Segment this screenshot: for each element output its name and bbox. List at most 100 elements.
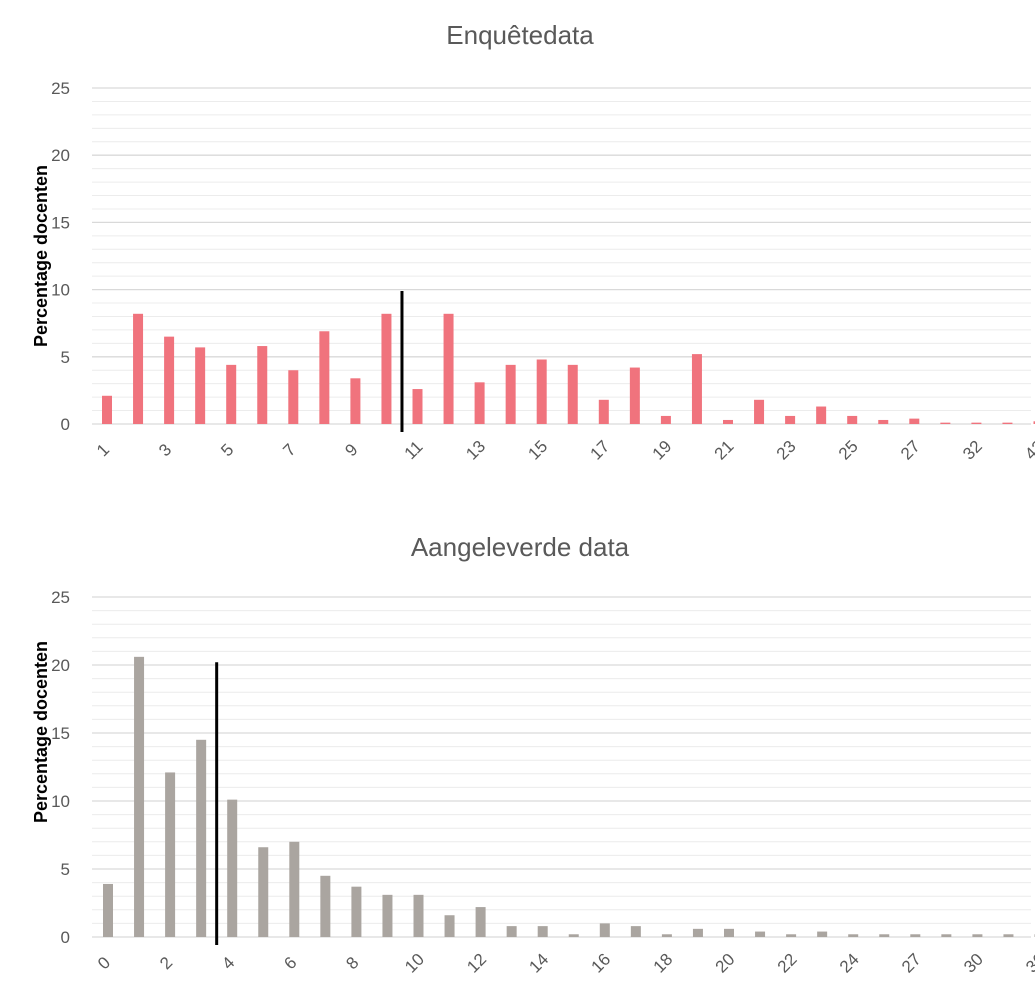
bar-11	[412, 389, 423, 424]
bar-12	[443, 313, 454, 424]
bar-21	[755, 931, 766, 937]
x-tick-label: 5	[217, 440, 237, 460]
bar-1	[102, 395, 112, 424]
bar-32	[1003, 934, 1014, 937]
y-tick-label: 20	[51, 656, 70, 675]
bar-6	[257, 346, 268, 424]
bar-14	[537, 926, 548, 937]
bar-20	[724, 928, 734, 937]
x-tick-label: 24	[836, 950, 863, 977]
y-tick-label: 0	[61, 415, 70, 434]
x-tick-label: 11	[401, 437, 427, 463]
y-axis-label: Percentage docenten	[31, 165, 51, 347]
chart-title: Enquêtedata	[446, 20, 594, 50]
bar-23	[785, 415, 796, 424]
y-tick-label: 25	[51, 79, 70, 98]
bar-7	[288, 370, 299, 424]
bar-5	[226, 364, 237, 424]
x-tick-label: 25	[835, 437, 862, 464]
x-tick-label: 7	[279, 440, 299, 460]
bar-16	[599, 923, 610, 937]
bar-28	[940, 422, 951, 424]
bar-23	[817, 931, 828, 937]
bar-8	[351, 886, 362, 937]
x-tick-label: 16	[588, 950, 615, 977]
bar-17	[598, 399, 609, 424]
x-tick-label: 36	[1022, 950, 1035, 977]
bar-4	[227, 799, 238, 937]
bar-22	[754, 399, 765, 424]
y-tick-label: 0	[61, 928, 70, 947]
bar-18	[661, 934, 672, 937]
x-tick-label: 23	[773, 437, 800, 464]
x-tick-label: 1	[93, 440, 113, 460]
y-tick-label: 15	[51, 213, 70, 232]
y-tick-label: 15	[51, 724, 70, 743]
x-tick-label: 21	[711, 437, 738, 464]
bar-3	[164, 336, 175, 424]
bar-2	[133, 313, 144, 424]
bar-10	[381, 313, 392, 424]
bar-0	[103, 883, 113, 937]
bar-15	[536, 359, 547, 424]
bar-10	[413, 894, 424, 937]
x-tick-label: 9	[341, 440, 361, 460]
x-tick-label: 30	[960, 950, 987, 977]
bar-1	[134, 656, 145, 937]
x-tick-label: 14	[525, 950, 552, 977]
bar-14	[505, 364, 516, 424]
x-tick-label: 0	[94, 953, 114, 973]
bar-42	[1033, 421, 1035, 424]
bar-27	[909, 418, 920, 424]
x-tick-label: 3	[155, 440, 175, 460]
bar-21	[723, 419, 733, 424]
x-tick-label: 42	[1021, 437, 1035, 464]
y-tick-label: 5	[61, 860, 70, 879]
chart-enquetedata: Enquêtedata Percentage docenten 05101520…	[31, 20, 1035, 464]
y-tick-label: 10	[51, 792, 70, 811]
x-tick-label: 32	[959, 437, 986, 464]
x-tick-label: 27	[897, 437, 924, 464]
x-tick-label: 27	[898, 950, 925, 977]
bar-19	[660, 415, 671, 424]
y-tick-label: 20	[51, 146, 70, 165]
x-tick-label: 13	[462, 437, 489, 464]
bar-28	[941, 934, 952, 937]
x-tick-label: 18	[650, 950, 677, 977]
chart-title: Aangeleverde data	[411, 532, 630, 562]
x-tick-label: 22	[774, 950, 801, 977]
x-tick-label: 20	[712, 950, 739, 977]
y-axis-label: Percentage docenten	[31, 641, 51, 823]
bar-11	[444, 915, 455, 937]
x-tick-label: 15	[524, 437, 551, 464]
x-tick-label: 8	[342, 953, 362, 973]
bar-13	[474, 382, 485, 424]
bar-25	[879, 934, 890, 937]
bar-25	[847, 415, 858, 424]
bar-19	[692, 928, 703, 937]
bar-18	[629, 367, 640, 424]
y-tick-label: 25	[51, 588, 70, 607]
x-tick-label: 17	[587, 437, 614, 464]
x-tick-label: 12	[463, 950, 490, 977]
bar-27	[910, 934, 921, 937]
bar-13	[506, 926, 517, 937]
bar-4	[195, 347, 206, 424]
x-tick-label: 19	[649, 437, 676, 464]
x-tick-label: 10	[401, 950, 428, 977]
y-tick-label: 5	[61, 348, 70, 367]
bar-32	[971, 422, 982, 424]
bar-15	[568, 934, 579, 937]
bar-22	[786, 934, 797, 937]
bar-8	[319, 331, 330, 424]
y-tick-label: 10	[51, 281, 70, 300]
bar-24	[816, 406, 827, 424]
x-tick-label: 4	[218, 953, 238, 973]
bar-24	[848, 934, 859, 937]
bar-7	[320, 875, 331, 937]
chart-aangeleverde-data: Aangeleverde data Percentage docenten 0 5…	[31, 532, 1035, 977]
x-tick-label: 2	[156, 953, 176, 973]
bar-3	[196, 739, 207, 937]
bar-12	[475, 907, 486, 937]
